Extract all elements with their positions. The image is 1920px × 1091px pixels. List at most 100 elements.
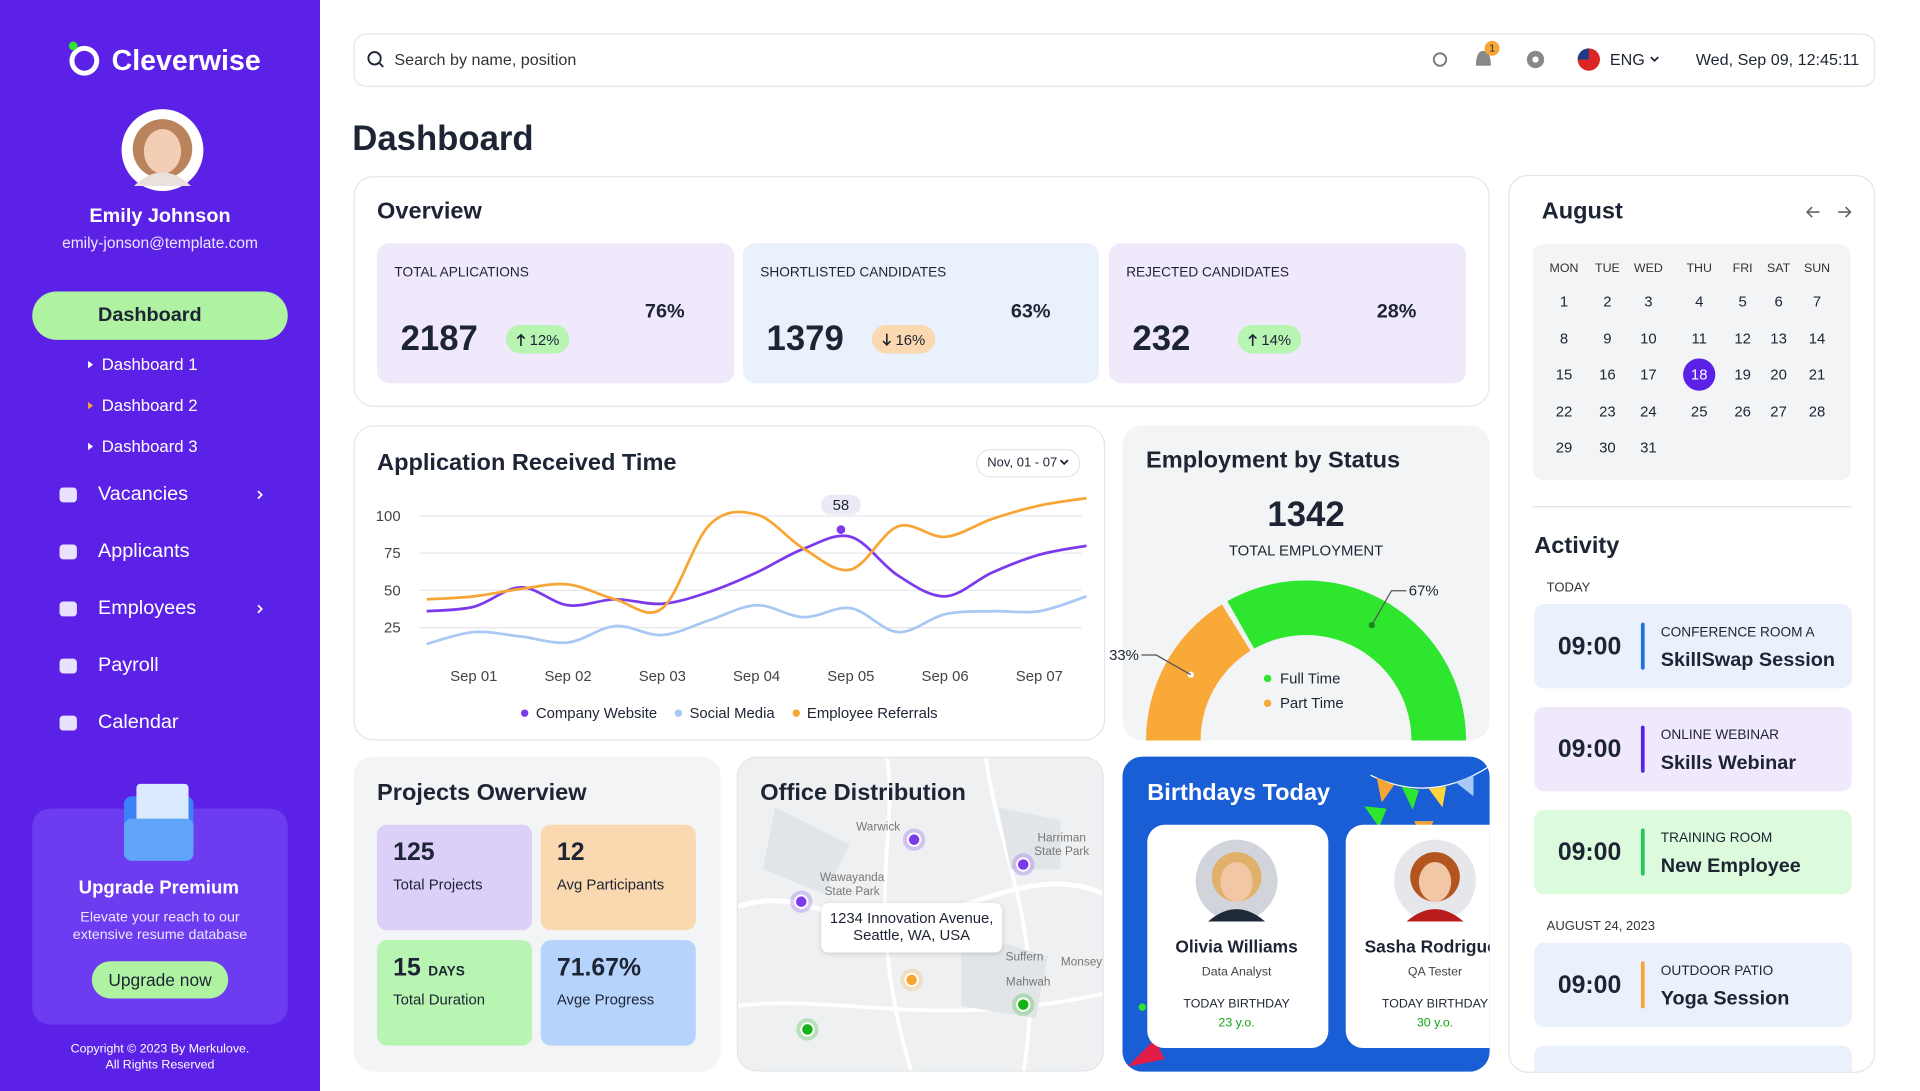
legend-dot (792, 709, 800, 717)
calendar-day[interactable]: 5 (1738, 292, 1747, 311)
calendar-day[interactable]: 10 (1640, 329, 1657, 347)
next-month (1838, 206, 1852, 218)
calendar-day[interactable]: 21 (1808, 365, 1826, 384)
birthday-label: TODAY BIRTHDAY (1381, 997, 1489, 1012)
calendar-day[interactable]: 30 (1599, 439, 1616, 457)
calendar-day[interactable]: 4 (1695, 292, 1704, 311)
promo-button[interactable] (91, 961, 229, 999)
calendar-day[interactable]: 28 (1808, 402, 1826, 420)
menu-item[interactable]: Calendar (97, 711, 179, 734)
event-time: 09:00 (1557, 736, 1622, 764)
calendar-day[interactable]: 7 (1812, 292, 1822, 311)
stat-card (1108, 243, 1467, 384)
calendar-day[interactable]: 15 (1555, 365, 1573, 384)
x-tick-label: Sep 06 (921, 667, 969, 685)
event-place: TRAINING ROOM (1660, 831, 1773, 846)
menu-active[interactable] (32, 291, 288, 340)
notification-count: 1 (1489, 42, 1495, 54)
legend-item[interactable]: Employee Referrals (792, 704, 938, 722)
calendar-day[interactable]: 20 (1770, 365, 1787, 384)
calendar-day[interactable]: 26 (1734, 402, 1751, 420)
map-place: Monsey (1060, 955, 1103, 970)
submenu-item[interactable]: Dashboard 2 (101, 396, 198, 415)
project-tile (540, 940, 696, 1046)
legend: Company Website Social Media Employee Refe… (353, 704, 1105, 722)
calendar-day[interactable]: 3 (1644, 292, 1653, 311)
calendar-day[interactable]: 18 (1690, 365, 1708, 384)
calendar-day[interactable]: 12 (1734, 329, 1751, 347)
language[interactable]: ENG (1609, 50, 1645, 69)
calendar-day[interactable]: 25 (1690, 402, 1708, 420)
menu-item[interactable]: Vacancies (97, 483, 189, 505)
project-tile (377, 824, 533, 931)
legend-item[interactable]: Company Website (520, 704, 657, 722)
search-icon (367, 51, 382, 66)
event-card[interactable] (1534, 942, 1852, 1027)
promo-button-label[interactable]: Upgrade now (108, 969, 212, 990)
event-card (1534, 1045, 1852, 1072)
avatar-body (1406, 909, 1464, 922)
page-title: Dashboard (352, 119, 534, 158)
logo-dot (68, 41, 78, 51)
flag (1577, 48, 1589, 60)
stat-change: 12% (506, 324, 570, 354)
stat-change-value: 16% (895, 330, 926, 348)
menu-item[interactable]: Payroll (97, 654, 159, 676)
calendar-day[interactable]: 29 (1555, 439, 1573, 457)
period-select[interactable] (976, 448, 1081, 478)
brand: Cleverwise (111, 44, 261, 77)
calendar-day[interactable]: 11 (1691, 329, 1707, 347)
calendar-day[interactable]: 1 (1559, 292, 1569, 311)
birthday-label: TODAY BIRTHDAY (1183, 997, 1290, 1012)
calendar-day[interactable]: 14 (1808, 329, 1826, 347)
calendar-day[interactable]: 24 (1640, 402, 1657, 420)
search-input[interactable]: Search by name, position (394, 50, 577, 69)
settings (1532, 56, 1539, 63)
map-pin (906, 832, 922, 847)
map-place: State Park (824, 884, 880, 899)
stat-value: 1379 (766, 318, 844, 358)
trend-arrow (516, 333, 526, 346)
menu-item[interactable]: Dashboard (97, 305, 202, 327)
calendar-day[interactable]: 22 (1555, 402, 1573, 420)
map-place: State Park (1034, 845, 1090, 859)
map-pin (800, 1022, 815, 1037)
calendar-day[interactable]: 19 (1734, 365, 1751, 384)
calendar-day[interactable]: 13 (1770, 329, 1787, 347)
total-label: TOTAL EMPLOYMENT (1228, 542, 1384, 560)
address-line: 1234 Innovation Avenue, (829, 909, 994, 927)
event-title: New Employee (1660, 855, 1801, 877)
calendar-day[interactable]: 27 (1770, 402, 1787, 420)
calendar-day[interactable]: 31 (1640, 439, 1657, 457)
calendar-day[interactable]: 16 (1599, 365, 1616, 384)
calendar-day[interactable]: 8 (1559, 329, 1569, 347)
legend-dot (1263, 674, 1272, 683)
donut-label: 76% (644, 301, 685, 323)
calendar-day[interactable]: 2 (1603, 292, 1612, 311)
event-title: Yoga Session (1660, 988, 1790, 1010)
submenu-item[interactable]: Dashboard 1 (101, 355, 198, 374)
y-tick-label: 75 (384, 544, 401, 562)
map-place: Wawayanda (819, 871, 885, 885)
map-place: Harriman (1037, 831, 1086, 846)
period-label[interactable]: Nov, 01 - 07 (987, 455, 1058, 471)
calendar-day[interactable]: 9 (1603, 329, 1612, 347)
event-card[interactable] (1534, 706, 1852, 792)
event-card[interactable] (1534, 809, 1852, 895)
submenu-item[interactable]: Dashboard 3 (101, 437, 198, 456)
project-value: 12 (556, 839, 585, 867)
stat-value: 232 (1132, 318, 1191, 358)
menu-item[interactable]: Employees (97, 597, 197, 619)
map (737, 757, 1103, 1071)
event-card[interactable] (1534, 604, 1852, 689)
legend-item[interactable]: Social Media (674, 704, 775, 722)
icon (59, 544, 77, 560)
menu-item[interactable]: Applicants (97, 540, 190, 562)
section-label: TODAY (1546, 580, 1591, 596)
event-place: ONLINE WEBINAR (1660, 728, 1780, 743)
calendar-day[interactable]: 23 (1599, 402, 1616, 420)
calendar-day[interactable]: 17 (1640, 365, 1657, 384)
legend-dot (1263, 699, 1272, 707)
calendar-day[interactable]: 6 (1774, 292, 1783, 311)
card-title: Projects Owerview (377, 780, 587, 807)
